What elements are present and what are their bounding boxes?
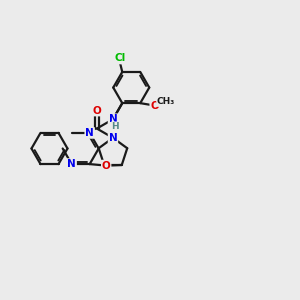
Text: N: N [67, 159, 76, 169]
Text: O: O [150, 100, 159, 110]
Text: N: N [109, 114, 117, 124]
Text: Cl: Cl [114, 53, 125, 64]
Text: N: N [85, 128, 94, 138]
Text: N: N [109, 133, 117, 143]
Text: H: H [112, 122, 119, 131]
Text: O: O [102, 160, 111, 171]
Text: CH₃: CH₃ [157, 97, 175, 106]
Text: O: O [92, 106, 101, 116]
